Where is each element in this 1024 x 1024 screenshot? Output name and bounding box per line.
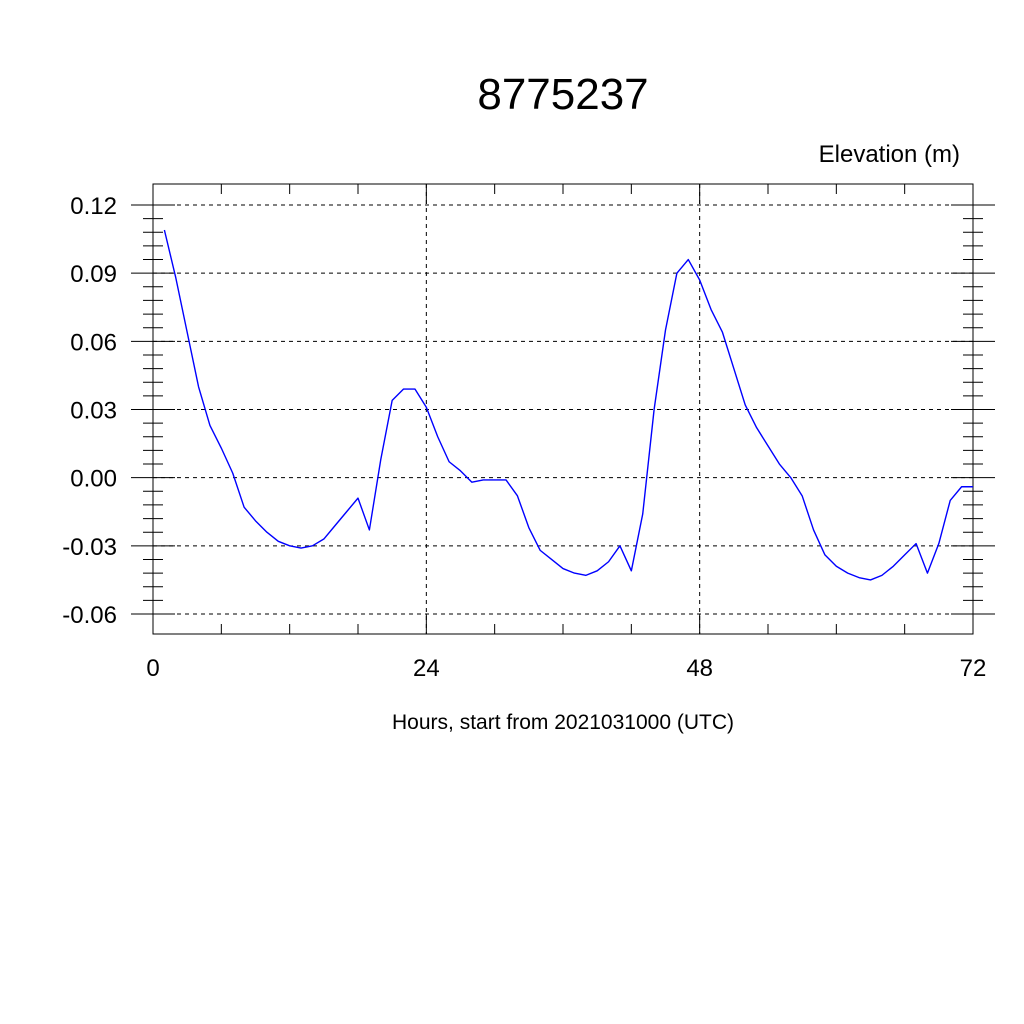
- x-tick-label: 48: [686, 655, 713, 682]
- y-tick-label: -0.03: [62, 534, 117, 561]
- y-tick-label: -0.06: [62, 602, 117, 629]
- plot-frame: [152, 183, 974, 635]
- x-tick-label: 0: [146, 655, 159, 682]
- x-axis-label: Hours, start from 2021031000 (UTC): [392, 711, 734, 734]
- y-tick-label: 0.03: [70, 398, 117, 425]
- chart-title: 8775237: [477, 70, 648, 119]
- y-tick-label: 0.06: [70, 329, 117, 356]
- tick-labels: -0.06 -0.03 0.00 0.03 0.06 0.09 0.12 0 24 48 72: [62, 193, 986, 682]
- grid-lines: [153, 184, 973, 634]
- unit-label: Elevation (m): [819, 141, 960, 168]
- series-layer: [163, 229, 973, 581]
- y-tick-label: 0.00: [70, 466, 117, 493]
- x-tick-label: 24: [413, 655, 440, 682]
- y-tick-label: 0.09: [70, 261, 117, 288]
- y-tick-label: 0.12: [70, 193, 117, 220]
- elevation-series-line: [163, 229, 973, 581]
- x-tick-label: 72: [960, 655, 987, 682]
